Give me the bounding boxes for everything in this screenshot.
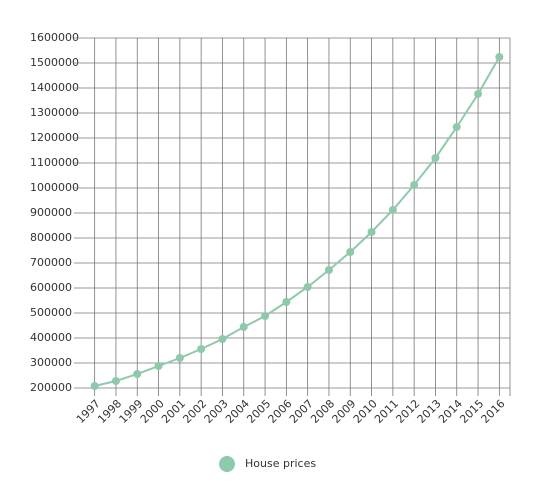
y-tick-label: 600000 <box>30 281 72 294</box>
x-tick-label: 2008 <box>308 397 337 426</box>
point <box>111 377 120 385</box>
line <box>94 56 501 387</box>
point <box>218 335 227 343</box>
y-tick-label: 1600000 <box>30 31 79 44</box>
point <box>261 312 270 320</box>
y-tick-label: 800000 <box>30 231 72 244</box>
x-tick-label: 2014 <box>436 397 465 426</box>
x-tick-label: 2013 <box>415 397 444 426</box>
x-tick-label: 2007 <box>287 397 316 426</box>
y-tick-label: 200000 <box>30 381 72 394</box>
y-tick-label: 1400000 <box>30 81 79 94</box>
point <box>239 323 248 331</box>
x-tick-label: 1998 <box>95 397 124 426</box>
point <box>303 283 312 291</box>
point <box>175 354 184 362</box>
x-tick-label: 2003 <box>202 397 231 426</box>
point <box>324 266 333 274</box>
legend-label: House prices <box>245 457 316 470</box>
y-tick-label: 300000 <box>30 356 72 369</box>
point <box>388 206 397 214</box>
x-tick-label: 2009 <box>330 397 359 426</box>
point <box>431 154 440 162</box>
x-tick-label: 2004 <box>223 397 252 426</box>
point <box>346 248 355 256</box>
y-tick-label: 1300000 <box>30 106 79 119</box>
y-tick-label: 1500000 <box>30 56 79 69</box>
y-tick-label: 1100000 <box>30 156 79 169</box>
point <box>197 345 206 353</box>
point <box>474 90 483 98</box>
point <box>495 53 504 61</box>
legend-marker <box>219 456 235 472</box>
x-tick-label: 2012 <box>393 397 422 426</box>
point <box>90 382 99 390</box>
y-tick-label: 400000 <box>30 331 72 344</box>
x-tick-label: 2011 <box>372 397 401 426</box>
x-tick-label: 2002 <box>180 397 209 426</box>
point <box>154 362 163 370</box>
point <box>282 298 291 306</box>
x-tick-label: 2010 <box>351 397 380 426</box>
y-tick-label: 1000000 <box>30 181 79 194</box>
x-tick-label: 2016 <box>479 397 508 426</box>
x-tick-label: 2000 <box>138 397 167 426</box>
x-tick-label: 2015 <box>457 397 486 426</box>
point <box>452 123 461 131</box>
point <box>133 370 142 378</box>
x-tick-label: 1999 <box>117 397 146 426</box>
point <box>367 228 376 236</box>
y-tick-label: 900000 <box>30 206 72 219</box>
y-tick-label: 1200000 <box>30 131 79 144</box>
point <box>410 181 419 189</box>
x-tick-label: 2005 <box>244 397 273 426</box>
x-tick-label: 2001 <box>159 397 188 426</box>
y-tick-label: 500000 <box>30 306 72 319</box>
x-tick-label: 2006 <box>266 397 295 426</box>
y-tick-label: 700000 <box>30 256 72 269</box>
x-tick-label: 1997 <box>74 397 103 426</box>
